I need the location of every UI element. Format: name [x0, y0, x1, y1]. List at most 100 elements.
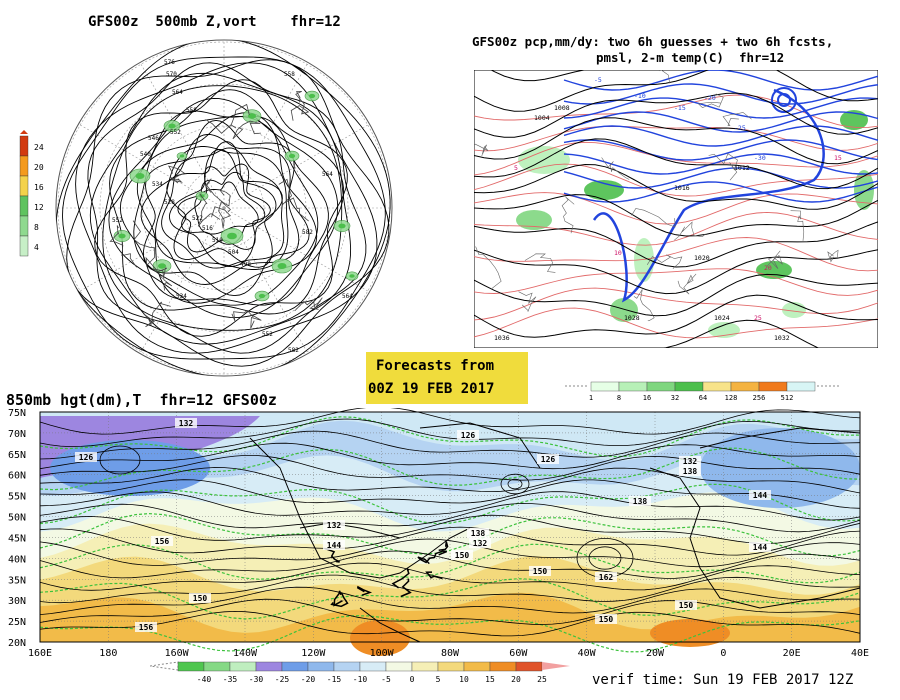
- border-line: [518, 291, 537, 312]
- border-line: [674, 221, 706, 241]
- coastline: [109, 225, 137, 268]
- temp-color-swatch: [307, 661, 335, 672]
- contour-label: 558: [186, 107, 197, 114]
- height-label-bg: [749, 490, 771, 500]
- verif-time: verif time: Sun 19 FEB 2017 12Z: [592, 672, 854, 688]
- vort-color-swatch: [19, 175, 29, 197]
- state-border: [391, 568, 410, 589]
- latitude-label: 40N: [8, 554, 26, 565]
- border-line: [827, 249, 839, 263]
- border-line: [708, 153, 738, 181]
- height-contour: [39, 479, 861, 509]
- latitude-label: 60N: [8, 471, 26, 482]
- border-line: [524, 253, 556, 273]
- temperature-contour: [474, 211, 878, 246]
- height-label: 144: [753, 543, 768, 552]
- vorticity-core: [118, 233, 126, 239]
- vorticity-core: [157, 263, 167, 269]
- vort-tick-label: 20: [34, 163, 44, 172]
- temp-color-swatch: [385, 661, 413, 672]
- height-label-bg: [323, 520, 345, 530]
- state-border: [324, 547, 340, 563]
- temp-tick-label: -25: [275, 675, 290, 684]
- contour-label: 540: [140, 151, 151, 158]
- height-label-bg: [175, 418, 197, 428]
- height-contour: [56, 40, 391, 376]
- border-line: [474, 143, 489, 157]
- height-label-bg: [469, 538, 491, 548]
- temp-tick-label: 20: [511, 675, 521, 684]
- precip-color-swatch: [702, 381, 732, 392]
- height-closed-contour: [99, 445, 141, 475]
- precip-color-swatch: [674, 381, 704, 392]
- contour-label: 516: [202, 225, 213, 232]
- coastline: [143, 301, 171, 328]
- contour-label: 552: [112, 217, 123, 224]
- border-line: [631, 208, 676, 228]
- temp-tick-label: -20: [301, 675, 316, 684]
- height-label: 138: [633, 497, 648, 506]
- height-label: 126: [461, 431, 476, 440]
- height-label-bg: [679, 466, 701, 476]
- temp-color-swatch: [489, 661, 517, 672]
- pressure-label: 1028: [624, 314, 640, 322]
- temperature-label: 5: [514, 164, 518, 172]
- height-label: 144: [753, 491, 768, 500]
- height-label-bg: [679, 456, 701, 466]
- coastline: [232, 120, 261, 140]
- height-label: 156: [139, 623, 154, 632]
- border-line: [646, 254, 683, 269]
- warm-area: [350, 620, 410, 656]
- temp-color-swatch: [437, 661, 465, 672]
- coastline: [419, 422, 541, 469]
- height-label: 150: [193, 594, 208, 603]
- temperature-label: -10: [634, 92, 646, 100]
- height-contour: [39, 574, 861, 604]
- contour-label: 534: [176, 293, 187, 300]
- longitude-label: 100W: [370, 648, 395, 658]
- temp-tick-label: -35: [223, 675, 238, 684]
- vort-color-swatch: [19, 235, 29, 257]
- pressure-label: 1020: [694, 254, 710, 262]
- panel-precip-title-1: GFS00z pcp,mm/dy: two 6h guesses + two 6…: [472, 34, 834, 49]
- temp-color-swatch: [411, 661, 439, 672]
- vorticity-core: [349, 274, 355, 278]
- coastline: [132, 220, 163, 279]
- height-contour: [62, 56, 386, 360]
- temp-tick-label: 5: [436, 675, 441, 684]
- forecast-box: Forecasts from 00Z 19 FEB 2017: [366, 352, 528, 404]
- state-border: [330, 592, 349, 608]
- height-label: 132: [179, 419, 194, 428]
- precip-color-swatch: [646, 381, 676, 392]
- temperature-contour: [474, 237, 878, 272]
- longitude-label: 60W: [509, 648, 528, 658]
- precip-color-swatch: [758, 381, 788, 392]
- contour-label: 570: [166, 71, 177, 78]
- longitude-label: 120W: [301, 648, 326, 658]
- height-contour: [39, 455, 861, 481]
- coastline: [278, 178, 309, 222]
- temp-tick-label: 25: [537, 675, 547, 684]
- height-closed-contour: [588, 546, 622, 570]
- colorbar-precip: 1 8 16 32 64 128 256 512: [565, 381, 841, 402]
- height-contour: [181, 171, 266, 245]
- temperature-isotherm: [39, 447, 861, 491]
- vorticity-core: [135, 173, 145, 179]
- vorticity-core: [338, 223, 346, 229]
- vorticity-core: [258, 293, 266, 299]
- height-label-bg: [323, 540, 345, 550]
- vorticity-core: [179, 154, 185, 158]
- temp-tick-label: -5: [381, 675, 391, 684]
- height-contour: [166, 141, 283, 268]
- contour-label: 582: [302, 229, 313, 236]
- temperature-label: -20: [704, 94, 716, 102]
- temperature-contour: [474, 268, 878, 296]
- coastline: [168, 165, 186, 184]
- temp-tick-label: -10: [353, 675, 368, 684]
- height-label-bg: [151, 536, 173, 546]
- height-contour: [39, 562, 861, 591]
- temperature-label: -5: [594, 76, 602, 84]
- temperature-contour: [474, 163, 878, 197]
- isobar: [660, 319, 820, 348]
- height-label: 126: [79, 453, 94, 462]
